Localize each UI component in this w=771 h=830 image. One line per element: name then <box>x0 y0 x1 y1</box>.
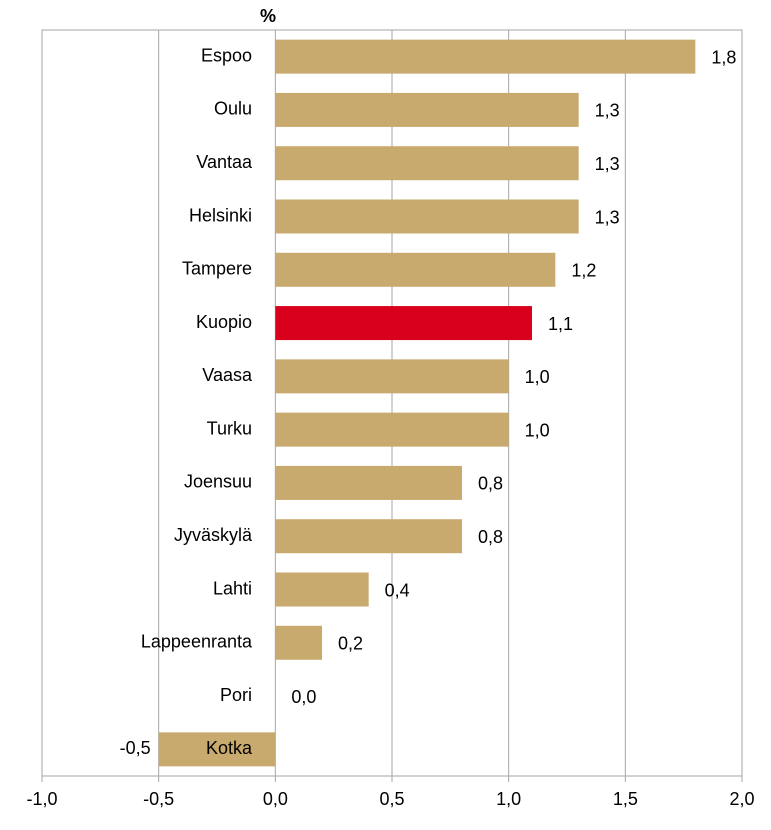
value-label: 0,0 <box>291 687 316 707</box>
value-label: -0,5 <box>120 738 151 758</box>
category-label: Helsinki <box>189 205 252 225</box>
category-label: Kotka <box>206 738 253 758</box>
x-tick-label: 1,5 <box>613 789 638 809</box>
category-label: Vaasa <box>202 365 253 385</box>
category-label: Vantaa <box>196 152 253 172</box>
value-label: 1,1 <box>548 314 573 334</box>
bar <box>275 572 369 607</box>
bar <box>275 146 579 181</box>
x-tick-label: -0,5 <box>143 789 174 809</box>
x-tick-label: 0,5 <box>379 789 404 809</box>
category-label: Joensuu <box>184 472 252 492</box>
value-label: 1,8 <box>711 47 736 67</box>
value-label: 0,8 <box>478 527 503 547</box>
bar <box>275 199 579 234</box>
value-label: 1,3 <box>595 154 620 174</box>
bar <box>275 465 462 500</box>
bar <box>275 306 532 341</box>
value-label: 1,0 <box>525 367 550 387</box>
value-label: 0,4 <box>385 580 410 600</box>
value-label: 1,2 <box>571 261 596 281</box>
bar <box>275 39 696 74</box>
bar <box>275 625 322 660</box>
category-label: Tampere <box>182 259 252 279</box>
category-label: Oulu <box>214 99 252 119</box>
category-label: Turku <box>207 418 252 438</box>
value-label: 1,3 <box>595 101 620 121</box>
category-label: Jyväskylä <box>174 525 253 545</box>
category-label: Lappeenranta <box>141 632 253 652</box>
x-tick-label: -1,0 <box>26 789 57 809</box>
value-label: 0,8 <box>478 474 503 494</box>
bar <box>275 519 462 554</box>
category-label: Pori <box>220 685 252 705</box>
bar <box>158 732 276 767</box>
bar <box>275 92 579 127</box>
value-label: 1,0 <box>525 420 550 440</box>
bar <box>275 412 509 447</box>
bar <box>275 252 556 287</box>
x-tick-label: 2,0 <box>729 789 754 809</box>
value-label: 1,3 <box>595 207 620 227</box>
value-label: 0,2 <box>338 634 363 654</box>
category-label: Espoo <box>201 45 252 65</box>
x-tick-label: 0,0 <box>263 789 288 809</box>
bar <box>275 359 509 394</box>
x-tick-label: 1,0 <box>496 789 521 809</box>
category-label: Lahti <box>213 578 252 598</box>
axis-label: % <box>260 6 276 26</box>
category-label: Kuopio <box>196 312 252 332</box>
